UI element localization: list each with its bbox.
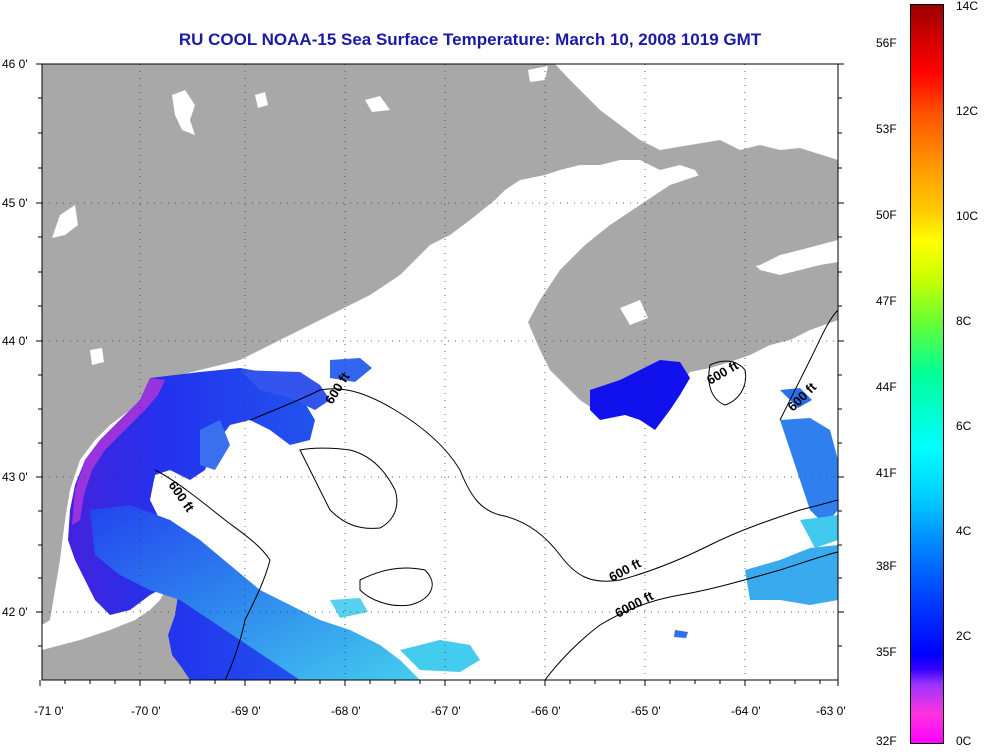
land-nova-scotia — [528, 175, 838, 415]
colorbar-f-50: 50F — [876, 208, 897, 222]
contour-6000ft — [544, 551, 838, 680]
colorbar-f-47: 47F — [876, 294, 897, 308]
sst-coastal-fringe — [72, 378, 165, 525]
colorbar-c-14: 14C — [956, 0, 979, 13]
land-mainland — [42, 64, 838, 625]
colorbar-c-2: 2C — [956, 629, 972, 643]
colorbar-c-12: 12C — [956, 104, 979, 118]
lon-label-68: -68 0' — [331, 704, 361, 718]
lon-label-71: -71 0' — [34, 704, 64, 718]
colorbar-c-8: 8C — [956, 314, 972, 328]
temperature-colorbar — [910, 4, 944, 744]
lon-label-69: -69 0' — [231, 704, 261, 718]
contour-600ft-central — [249, 388, 838, 582]
lat-label-43: 43 0' — [2, 470, 28, 484]
map-frame — [41, 63, 839, 681]
colorbar-c-0: 0C — [956, 734, 972, 748]
sst-coastal — [68, 368, 320, 680]
lat-label-44: 44 0' — [2, 334, 28, 348]
depth-contours — [154, 309, 838, 680]
lon-label-65: -65 0' — [631, 704, 661, 718]
colorbar-f-38: 38F — [876, 559, 897, 573]
colorbar-f-32: 32F — [876, 734, 897, 748]
lon-label-64: -64 0' — [731, 704, 761, 718]
colorbar-f-44: 44F — [876, 380, 897, 394]
contour-600ft-west — [154, 469, 271, 680]
lat-label-46: 46 0' — [2, 57, 28, 71]
lon-label-70: -70 0' — [131, 704, 161, 718]
colorbar-f-41: 41F — [876, 466, 897, 480]
lat-label-42: 42 0' — [2, 605, 28, 619]
lat-label-45: 45 0' — [2, 196, 28, 210]
colorbar-c-4: 4C — [956, 524, 972, 538]
sst-nova-scotia — [590, 360, 690, 430]
tick-marks — [36, 63, 844, 686]
land-cape-cod — [42, 585, 195, 680]
colorbar-c-10: 10C — [956, 209, 979, 223]
sst-plume — [90, 505, 420, 680]
map-title: RU COOL NOAA-15 Sea Surface Temperature:… — [178, 30, 762, 49]
colorbar-f-53: 53F — [876, 122, 897, 136]
colorbar-c-6: 6C — [956, 419, 972, 433]
graticule — [42, 64, 838, 680]
colorbar-f-35: 35F — [876, 645, 897, 659]
colorbar-f-56: 56F — [876, 36, 897, 50]
lon-label-66: -66 0' — [531, 704, 561, 718]
lon-label-63: -63 0' — [816, 704, 846, 718]
lon-label-67: -67 0' — [431, 704, 461, 718]
